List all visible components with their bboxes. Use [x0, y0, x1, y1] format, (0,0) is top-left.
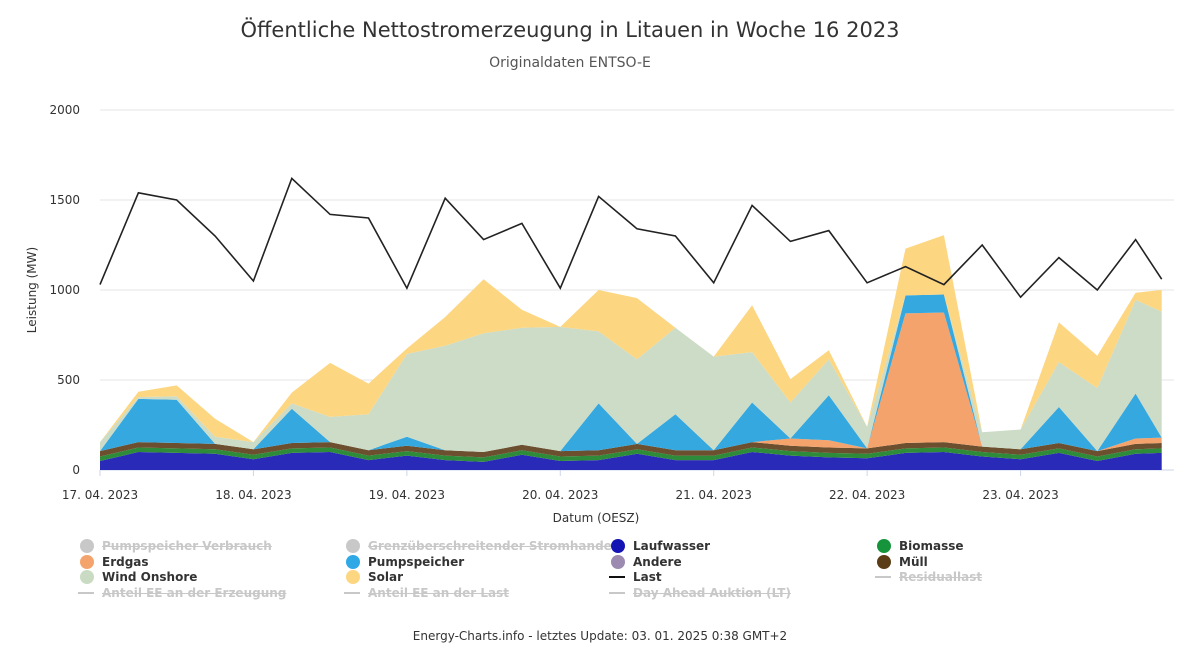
footer-credit: Energy-Charts.info - letztes Update: 03.… [412, 629, 788, 643]
x-axis: 17. 04. 2023 18. 04. 2023 19. 04. 2023 20. … [62, 470, 1059, 502]
legend-label: Day Ahead Auktion (LT) [633, 585, 791, 600]
legend-item-andere[interactable]: Andere [609, 554, 682, 569]
line-last [99, 176, 1163, 299]
legend-label: Erdgas [102, 554, 149, 569]
legend-item-anteil-ee-an-der-erzeugung[interactable]: Anteil EE an der Erzeugung [78, 586, 286, 600]
x-tick-label: 21. 04. 2023 [676, 488, 752, 502]
legend-dot-symbol [877, 539, 891, 553]
legend-item-grenz-berschreitender-stromhandel[interactable]: Grenzüberschreitender Stromhandel [344, 539, 616, 553]
load-line-group [99, 176, 1163, 299]
x-tick-label: 17. 04. 2023 [62, 488, 138, 502]
x-tick-label: 18. 04. 2023 [215, 488, 291, 502]
x-tick-label: 23. 04. 2023 [982, 488, 1058, 502]
y-tick-label: 1000 [49, 283, 80, 297]
legend-item-residuallast[interactable]: Residuallast [875, 570, 982, 584]
legend-item-pumpspeicher[interactable]: Pumpspeicher [344, 554, 465, 569]
chart-subtitle: Originaldaten ENTSO-E [489, 55, 651, 71]
legend-label: Last [633, 570, 662, 584]
legend-line-symbol [344, 591, 360, 594]
legend-label: Wind Onshore [102, 570, 198, 584]
legend-item-solar[interactable]: Solar [344, 570, 403, 584]
area-solar [100, 235, 1162, 443]
legend-item-day-ahead-auktion-lt[interactable]: Day Ahead Auktion (LT) [609, 586, 791, 600]
area-erdgas [100, 312, 1162, 452]
area-biomasse [100, 447, 1162, 462]
legend-dot-symbol [346, 570, 360, 584]
legend-dot-symbol [611, 554, 625, 569]
x-tick-label: 19. 04. 2023 [369, 488, 445, 502]
legend-item-last[interactable]: Last [609, 570, 662, 584]
legend-line-symbol [78, 591, 94, 594]
y-axis: 0 500 1000 1500 2000 [49, 103, 80, 477]
y-tick-label: 500 [57, 373, 80, 387]
legend-dot-symbol [611, 539, 625, 553]
legend-label: Biomasse [899, 539, 964, 553]
legend-dot-symbol [80, 554, 94, 569]
area-pumpspeicher [100, 294, 1162, 452]
legend-label: Anteil EE an der Erzeugung [102, 585, 287, 600]
legend-label: Laufwasser [633, 539, 711, 553]
legend-line-symbol [875, 576, 891, 578]
area-m-ll [100, 442, 1162, 458]
legend-item-anteil-ee-an-der-last[interactable]: Anteil EE an der Last [344, 586, 509, 600]
legend-dot-symbol [80, 570, 94, 584]
area-wind-onshore [100, 294, 1162, 452]
x-tick-label: 20. 04. 2023 [522, 488, 598, 502]
legend-label: Müll [899, 554, 928, 569]
legend-item-laufwasser[interactable]: Laufwasser [609, 539, 710, 553]
legend-label: Andere [633, 554, 682, 569]
y-axis-title: Leistung (MW) [25, 247, 39, 333]
y-tick-label: 2000 [49, 103, 80, 117]
x-axis-title: Datum (OESZ) [553, 511, 640, 525]
legend-label: Residuallast [899, 570, 983, 584]
legend-item-m-ll[interactable]: Müll [875, 554, 928, 569]
y-tick-label: 0 [72, 463, 80, 477]
legend-line-symbol [609, 576, 625, 578]
y-tick-label: 1500 [49, 193, 80, 207]
legend-label: Grenzüberschreitender Stromhandel [368, 539, 616, 553]
legend-item-wind-onshore[interactable]: Wind Onshore [78, 570, 197, 584]
legend-dot-symbol [877, 554, 891, 569]
legend-line-symbol [609, 591, 625, 594]
area-laufwasser [100, 452, 1162, 470]
legend-item-pumpspeicher-verbrauch[interactable]: Pumpspeicher Verbrauch [78, 539, 272, 553]
legend-label: Solar [368, 570, 404, 584]
legend-label: Anteil EE an der Last [368, 585, 509, 600]
chart-title: Öffentliche Nettostromerzeugung in Litau… [240, 17, 899, 42]
legend-dot-symbol [80, 539, 94, 553]
legend-label: Pumpspeicher Verbrauch [102, 539, 272, 553]
x-tick-label: 22. 04. 2023 [829, 488, 905, 502]
legend-item-erdgas[interactable]: Erdgas [78, 554, 149, 569]
legend-dot-symbol [346, 554, 360, 569]
stacked-areas [100, 235, 1162, 470]
legend-item-biomasse[interactable]: Biomasse [875, 539, 964, 553]
legend-dot-symbol [346, 539, 360, 553]
legend-label: Pumpspeicher [368, 554, 465, 569]
